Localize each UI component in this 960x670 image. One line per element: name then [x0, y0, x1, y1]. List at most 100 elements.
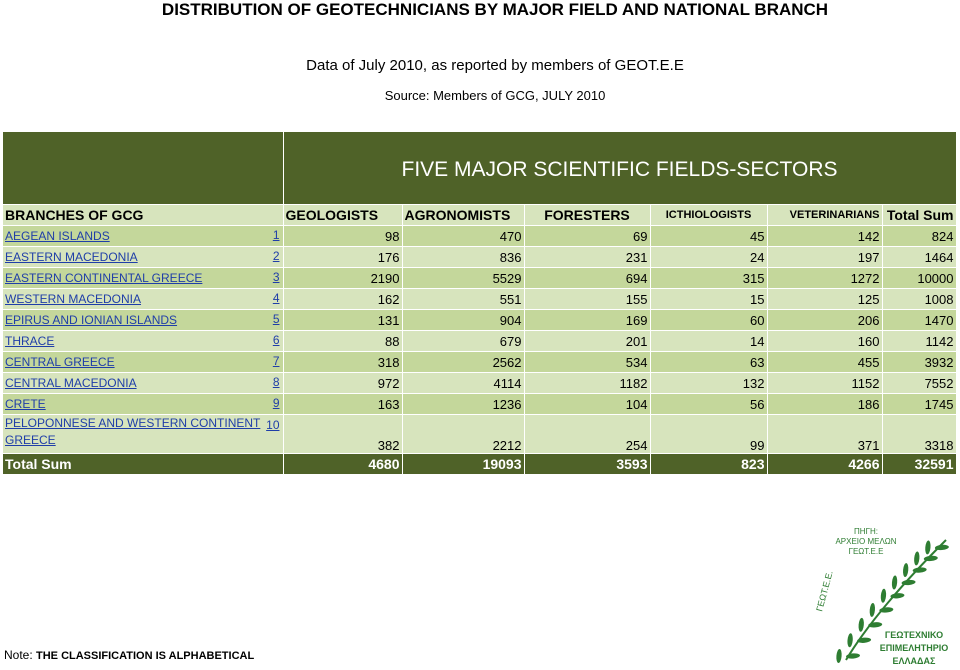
foresters-cell: 694: [524, 267, 651, 289]
branch-cell: EASTERN CONTINENTAL GREECE 3: [3, 267, 284, 289]
header-total: Total Sum: [882, 204, 957, 226]
veterinarians-cell: 125: [767, 288, 883, 310]
subtitle: Data of July 2010, as reported by member…: [306, 57, 684, 74]
branch-cell: EPIRUS AND IONIAN ISLANDS 5: [3, 309, 284, 331]
branch-cell: CENTRAL GREECE 7: [3, 351, 284, 373]
agronomists-cell: 470: [402, 225, 525, 247]
total-cell: 1142: [882, 330, 957, 352]
branch-number: 6: [272, 333, 280, 347]
branch-name: PELOPONNESE AND WESTERN CONTINENT GREECE: [5, 416, 261, 447]
branch-cell: PELOPONNESE AND WESTERN CONTINENT GREECE…: [3, 414, 284, 454]
branch-name: WESTERN MACEDONIA: [5, 292, 142, 306]
band-blank: [3, 132, 284, 205]
page-title: DISTRIBUTION OF GEOTECHNICIANS BY MAJOR …: [161, 0, 829, 19]
branch-name: EASTERN CONTINENTAL GREECE: [5, 271, 203, 285]
logo-name-3: ΕΛΛΑΔΑΣ: [893, 656, 936, 666]
total-cell: 1008: [882, 288, 957, 310]
foresters-cell: 155: [524, 288, 651, 310]
table-row: CRETE 9 163 1236 104 56 186 1745: [3, 393, 957, 415]
total-agronomists-cell: 19093: [402, 453, 525, 475]
logo-name-2: ΕΠΙΜΕΛΗΤΗΡΙΟ: [880, 643, 949, 653]
agronomists-cell: 2212: [402, 414, 525, 454]
total-cell: 824: [882, 225, 957, 247]
branch-number: 1: [272, 228, 280, 242]
branch-number: 5: [272, 312, 280, 326]
branch-number: 8: [272, 375, 280, 389]
agronomists-cell: 836: [402, 246, 525, 268]
total-row: Total Sum 4680 19093 3593 823 4266 32591: [3, 453, 957, 475]
foresters-cell: 104: [524, 393, 651, 415]
table-row: EPIRUS AND IONIAN ISLANDS 5 131 904 169 60 206…: [3, 309, 957, 331]
veterinarians-cell: 455: [767, 351, 883, 373]
table-row: CENTRAL GREECE 7 318 2562 534 63 455 3932: [3, 351, 957, 373]
total-geologists-cell: 4680: [283, 453, 403, 475]
total-foresters-cell: 3593: [524, 453, 651, 475]
table-row: CENTRAL MACEDONIA 8 972 4114 1182 132 1152 7552: [3, 372, 957, 394]
agronomists-cell: 4114: [402, 372, 525, 394]
foresters-cell: 169: [524, 309, 651, 331]
branch-name: CRETE: [5, 397, 46, 411]
geologists-cell: 972: [283, 372, 403, 394]
veterinarians-cell: 1152: [767, 372, 883, 394]
header-agronomists: AGRONOMISTS: [402, 204, 525, 226]
icthiologists-cell: 63: [650, 351, 768, 373]
geologists-cell: 2190: [283, 267, 403, 289]
header-veterinarians: VETERINARIANS: [767, 204, 883, 226]
band-title: FIVE MAJOR SCIENTIFIC FIELDS-SECTORS: [283, 132, 957, 205]
total-cell: 3932: [882, 351, 957, 373]
veterinarians-cell: 142: [767, 225, 883, 247]
branch-number: 2: [272, 249, 280, 263]
geologists-cell: 176: [283, 246, 403, 268]
foresters-cell: 254: [524, 414, 651, 454]
logo-source-3: ΓΕΩΤ.Ε.Ε: [849, 547, 884, 556]
total-cell: 1470: [882, 309, 957, 331]
foresters-cell: 1182: [524, 372, 651, 394]
geologists-cell: 382: [283, 414, 403, 454]
header-geologists: GEOLOGISTS: [283, 204, 403, 226]
header-row: BRANCHES OF GCG GEOLOGISTS AGRONOMISTS F…: [3, 204, 957, 226]
logo-vertical-text: ΓΕΩΤ.Ε.Ε.: [814, 570, 834, 613]
branch-number: 9: [272, 396, 280, 410]
icthiologists-cell: 99: [650, 414, 768, 454]
agronomists-cell: 5529: [402, 267, 525, 289]
icthiologists-cell: 56: [650, 393, 768, 415]
geologists-cell: 163: [283, 393, 403, 415]
branch-name: THRACE: [5, 334, 55, 348]
header-foresters: FORESTERS: [524, 204, 651, 226]
source-line: Source: Members of GCG, JULY 2010: [384, 88, 606, 103]
branch-number: 10: [266, 418, 280, 432]
branch-cell: AEGEAN ISLANDS 1: [3, 225, 284, 247]
total-cell: 3318: [882, 414, 957, 454]
total-total-cell: 32591: [882, 453, 957, 475]
veterinarians-cell: 197: [767, 246, 883, 268]
veterinarians-cell: 371: [767, 414, 883, 454]
veterinarians-cell: 186: [767, 393, 883, 415]
logo-source-1: ΠΗΓΗ:: [854, 527, 878, 536]
icthiologists-cell: 15: [650, 288, 768, 310]
veterinarians-cell: 160: [767, 330, 883, 352]
branch-cell: THRACE 6: [3, 330, 284, 352]
icthiologists-cell: 24: [650, 246, 768, 268]
branch-name: EPIRUS AND IONIAN ISLANDS: [5, 313, 178, 327]
distribution-table: FIVE MAJOR SCIENTIFIC FIELDS-SECTORS BRA…: [3, 132, 957, 475]
branch-name: CENTRAL GREECE: [5, 355, 115, 369]
branch-cell: CENTRAL MACEDONIA 8: [3, 372, 284, 394]
branch-number: 7: [272, 354, 280, 368]
icthiologists-cell: 132: [650, 372, 768, 394]
footnote: Note: THE CLASSIFICATION IS ALPHABETICAL: [4, 648, 254, 662]
total-cell: 1745: [882, 393, 957, 415]
header-branches: BRANCHES OF GCG: [3, 204, 284, 226]
note-text: THE CLASSIFICATION IS ALPHABETICAL: [36, 650, 255, 662]
geologists-cell: 162: [283, 288, 403, 310]
agronomists-cell: 1236: [402, 393, 525, 415]
icthiologists-cell: 14: [650, 330, 768, 352]
branch-name: AEGEAN ISLANDS: [5, 229, 110, 243]
veterinarians-cell: 206: [767, 309, 883, 331]
foresters-cell: 69: [524, 225, 651, 247]
foresters-cell: 231: [524, 246, 651, 268]
total-icthiologists-cell: 823: [650, 453, 768, 475]
agronomists-cell: 679: [402, 330, 525, 352]
table-row: THRACE 6 88 679 201 14 160 1142: [3, 330, 957, 352]
fields-band: FIVE MAJOR SCIENTIFIC FIELDS-SECTORS: [3, 132, 957, 205]
note-prefix: Note:: [4, 648, 37, 662]
